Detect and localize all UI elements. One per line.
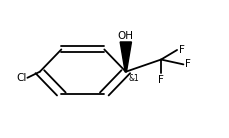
- Text: F: F: [179, 45, 185, 55]
- Text: OH: OH: [118, 31, 134, 41]
- Text: F: F: [158, 75, 164, 85]
- Polygon shape: [120, 42, 131, 72]
- Text: Cl: Cl: [16, 73, 26, 83]
- Text: &1: &1: [128, 74, 139, 83]
- Text: F: F: [185, 59, 191, 69]
